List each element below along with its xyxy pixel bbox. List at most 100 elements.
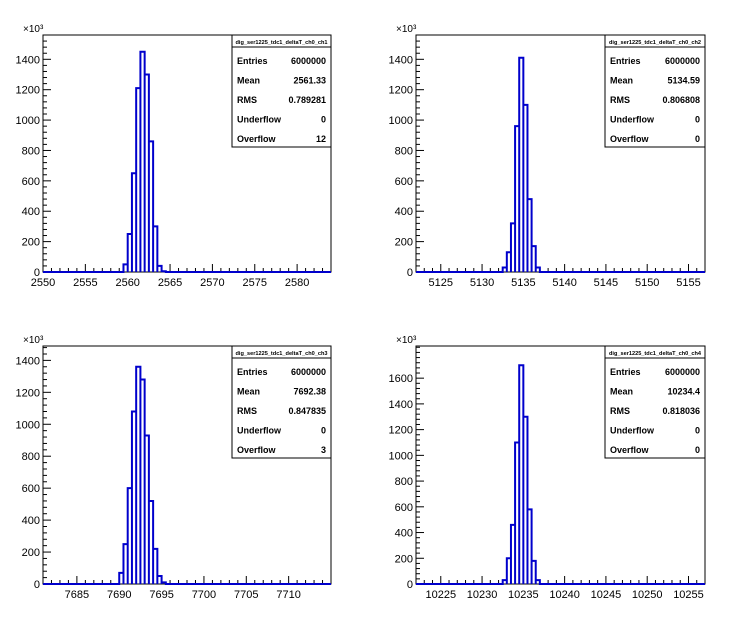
stats-label-rms: RMS (610, 406, 630, 416)
y-tick-label: 600 (22, 176, 40, 188)
y-tick-label: 200 (395, 553, 413, 565)
stats-label-mean: Mean (237, 387, 260, 397)
stats-value-entries: 6000000 (291, 56, 326, 66)
stats-label-underflow: Underflow (610, 426, 655, 436)
stats-value-underflow: 0 (695, 115, 700, 125)
stats-label-mean: Mean (610, 76, 633, 86)
y-multiplier-label: ×10³ (396, 24, 417, 35)
stats-label-rms: RMS (610, 95, 630, 105)
x-tick-label: 10255 (673, 589, 704, 601)
y-multiplier-label: ×10³ (396, 335, 417, 346)
stats-value-overflow: 12 (316, 134, 326, 144)
stats-value-entries: 6000000 (665, 367, 700, 377)
y-tick-label: 400 (395, 528, 413, 540)
stats-box-title: dig_ser1225_tdc1_deltaT_ch0_ch1 (235, 40, 327, 46)
x-tick-label: 5125 (429, 277, 453, 289)
x-tick-label: 7690 (107, 589, 131, 601)
stats-box: dig_ser1225_tdc1_deltaT_ch0_ch4 Entries 60… (604, 345, 706, 459)
y-tick-label: 200 (395, 237, 413, 249)
y-tick-label: 200 (22, 547, 40, 559)
stats-label-entries: Entries (237, 367, 268, 377)
x-tick-label: 10250 (632, 589, 663, 601)
x-tick-label: 10245 (591, 589, 622, 601)
y-tick-label: 0 (34, 579, 40, 591)
stats-value-underflow: 0 (321, 115, 326, 125)
x-tick-label: 2560 (115, 277, 139, 289)
x-tick-label: 2550 (31, 277, 55, 289)
stats-value-rms: 0.847835 (288, 406, 326, 416)
y-tick-label: 1400 (16, 355, 40, 367)
y-tick-label: 600 (395, 502, 413, 514)
stats-label-entries: Entries (610, 367, 641, 377)
y-tick-label: 1000 (16, 115, 40, 127)
x-tick-label: 2565 (158, 277, 182, 289)
stats-box: dig_ser1225_tdc1_deltaT_ch0_ch3 Entries 60… (231, 345, 332, 459)
y-tick-label: 1400 (16, 54, 40, 66)
y-tick-label: 1200 (389, 425, 413, 437)
x-tick-label: 10235 (508, 589, 539, 601)
y-tick-label: 400 (22, 206, 40, 218)
histogram-line (43, 365, 331, 585)
stats-label-rms: RMS (237, 406, 257, 416)
y-tick-label: 1400 (389, 399, 413, 411)
y-tick-label: 800 (395, 476, 413, 488)
y-tick-label: 400 (395, 206, 413, 218)
stats-label-rms: RMS (237, 95, 257, 105)
histogram-line (416, 56, 705, 273)
y-tick-label: 0 (34, 267, 40, 279)
stats-value-mean: 2561.33 (293, 76, 326, 86)
x-tick-label: 5145 (594, 277, 618, 289)
stats-value-overflow: 0 (695, 445, 700, 455)
y-tick-label: 0 (407, 267, 413, 279)
histogram-panel-4: 0 200 400 600 800 1000 1200 1400 1600 10225 10230 1… (389, 335, 706, 601)
y-tick-label: 1000 (389, 115, 413, 127)
y-tick-label: 1200 (16, 85, 40, 97)
x-tick-label: 10230 (467, 589, 498, 601)
stats-label-entries: Entries (610, 56, 641, 66)
stats-value-mean: 7692.38 (293, 387, 326, 397)
y-multiplier-label: ×10³ (23, 24, 44, 35)
stats-label-mean: Mean (237, 76, 260, 86)
stats-value-rms: 0.818036 (662, 406, 700, 416)
x-tick-label: 2555 (73, 277, 97, 289)
x-tick-label: 5150 (635, 277, 659, 289)
x-tick-label: 2580 (285, 277, 309, 289)
histogram-panel-3: 0 200 400 600 800 1000 1200 1400 7685 7690 7695 770… (16, 335, 332, 601)
stats-box: dig_ser1225_tdc1_deltaT_ch0_ch2 Entries 60… (604, 34, 706, 148)
stats-label-underflow: Underflow (237, 426, 282, 436)
x-tick-label: 10240 (549, 589, 580, 601)
y-tick-label: 1200 (389, 85, 413, 97)
x-tick-label: 2570 (200, 277, 224, 289)
x-tick-label: 5135 (511, 277, 535, 289)
histogram-panel-1: 0 200 400 600 800 1000 1200 1400 2550 2555 2560 256… (16, 24, 332, 289)
y-tick-label: 0 (407, 579, 413, 591)
stats-value-entries: 6000000 (291, 367, 326, 377)
stats-value-rms: 0.806808 (662, 95, 700, 105)
y-tick-label: 1000 (389, 450, 413, 462)
stats-value-underflow: 0 (321, 426, 326, 436)
y-tick-label: 800 (395, 145, 413, 157)
y-tick-label: 1400 (389, 54, 413, 66)
y-tick-label: 600 (22, 483, 40, 495)
x-tick-label: 7685 (65, 589, 89, 601)
stats-value-mean: 5134.59 (667, 76, 700, 86)
stats-label-overflow: Overflow (610, 445, 650, 455)
x-tick-label: 7710 (276, 589, 300, 601)
x-tick-label: 10225 (425, 589, 456, 601)
histogram-line (43, 50, 331, 273)
x-tick-label: 5130 (470, 277, 494, 289)
stats-box-title: dig_ser1225_tdc1_deltaT_ch0_ch4 (609, 351, 702, 357)
x-tick-label: 5155 (676, 277, 700, 289)
x-tick-label: 2575 (243, 277, 267, 289)
stats-box-frame (231, 34, 332, 148)
stats-box-title: dig_ser1225_tdc1_deltaT_ch0_ch3 (235, 351, 327, 357)
x-tick-label: 7700 (192, 589, 216, 601)
x-tick-label: 7705 (234, 589, 258, 601)
stats-value-overflow: 0 (695, 134, 700, 144)
stats-value-mean: 10234.4 (667, 387, 700, 397)
stats-label-mean: Mean (610, 387, 633, 397)
y-tick-label: 800 (22, 145, 40, 157)
stats-label-overflow: Overflow (237, 134, 277, 144)
y-tick-label: 400 (22, 515, 40, 527)
stats-box-frame (604, 345, 706, 459)
